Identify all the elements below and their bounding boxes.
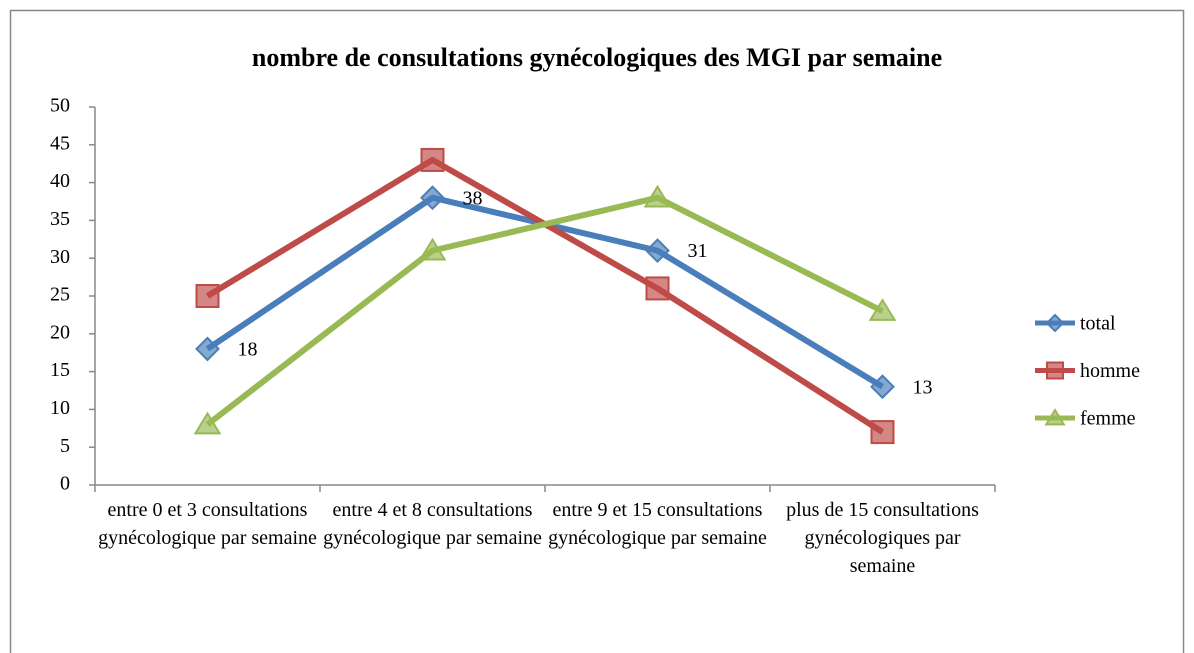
y-tick-label: 50 (50, 95, 70, 117)
y-tick-label: 0 (60, 473, 70, 495)
y-tick-label: 10 (50, 397, 70, 419)
legend-label: femme (1080, 408, 1136, 430)
data-label: 18 (238, 339, 258, 361)
marker (193, 411, 222, 435)
marker (645, 276, 670, 301)
x-tick-label: plus de 15 consultations gynécologiques … (786, 499, 979, 577)
y-tick-label: 40 (50, 170, 70, 192)
marker (870, 374, 895, 400)
marker (1045, 313, 1065, 333)
marker (195, 284, 220, 308)
y-tick-label: 5 (60, 435, 70, 457)
marker (420, 147, 445, 172)
series-line (205, 194, 884, 427)
data-label: 13 (913, 376, 933, 398)
marker (645, 238, 670, 264)
y-tick-label: 45 (50, 132, 70, 154)
x-tick-label: entre 9 et 15 consultations gynécologiqu… (548, 499, 767, 549)
chart-title: nombre de consultations gynécologiques d… (252, 43, 942, 72)
marker (643, 184, 672, 208)
marker (420, 185, 445, 211)
y-tick-label: 25 (50, 284, 70, 306)
marker (418, 237, 447, 261)
marker (870, 420, 895, 445)
marker (1046, 361, 1064, 380)
y-tick-label: 20 (50, 321, 70, 343)
y-tick-label: 15 (50, 359, 70, 381)
series-line (205, 156, 885, 435)
chart-border (9, 9, 1185, 653)
y-tick-label: 35 (50, 208, 70, 230)
legend-label: homme (1080, 360, 1140, 382)
data-label: 31 (688, 240, 708, 262)
marker (195, 336, 220, 362)
marker (1044, 408, 1066, 426)
x-tick-label: entre 0 et 3 consultations gynécologique… (98, 499, 317, 549)
x-tick-label: entre 4 et 8 consultations gynécologique… (323, 499, 542, 549)
marker (868, 298, 897, 321)
legend-label: total (1080, 313, 1116, 335)
y-tick-label: 30 (50, 246, 70, 268)
data-label: 38 (463, 187, 483, 209)
